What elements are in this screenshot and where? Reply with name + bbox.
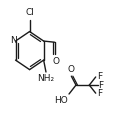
Text: O: O <box>67 64 74 74</box>
Text: Cl: Cl <box>25 8 34 17</box>
Text: HO: HO <box>53 96 67 105</box>
Text: O: O <box>52 57 59 66</box>
Text: N: N <box>10 36 17 45</box>
Text: F: F <box>96 89 101 98</box>
Text: F: F <box>96 72 101 81</box>
Text: NH₂: NH₂ <box>37 74 54 83</box>
Text: F: F <box>98 81 103 90</box>
